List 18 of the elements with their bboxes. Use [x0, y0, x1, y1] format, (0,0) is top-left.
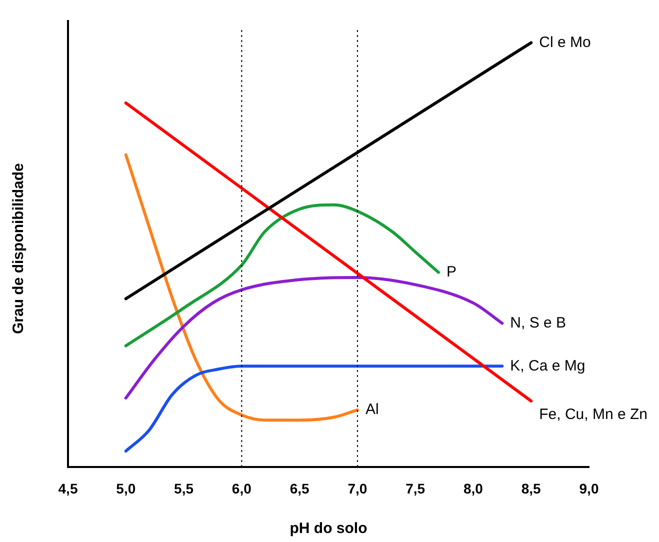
series-label: Al	[365, 401, 379, 418]
x-tick-label: 7,0	[348, 480, 368, 496]
x-tick-label: 4,5	[58, 480, 78, 496]
x-tick-label: 8,0	[463, 480, 484, 496]
x-tick-label: 5,0	[116, 480, 136, 496]
series-label: K, Ca e Mg	[510, 357, 586, 374]
y-axis-title: Grau de disponibilidade	[10, 163, 28, 334]
x-tick-label: 9,0	[579, 480, 599, 496]
series-label: Fe, Cu, Mn e Zn	[539, 406, 648, 424]
x-tick-label: 8,5	[521, 480, 542, 496]
x-tick-label: 5,5	[174, 480, 194, 496]
x-axis-title: pH do solo	[290, 520, 368, 538]
series-label: P	[446, 264, 457, 281]
series-label: Cl e Mo	[539, 34, 591, 51]
x-tick-label: 6,0	[232, 480, 252, 496]
x-tick-label: 7,5	[406, 480, 426, 496]
series-label: N, S e B	[510, 314, 566, 332]
x-tick-label: 6,5	[290, 480, 310, 496]
